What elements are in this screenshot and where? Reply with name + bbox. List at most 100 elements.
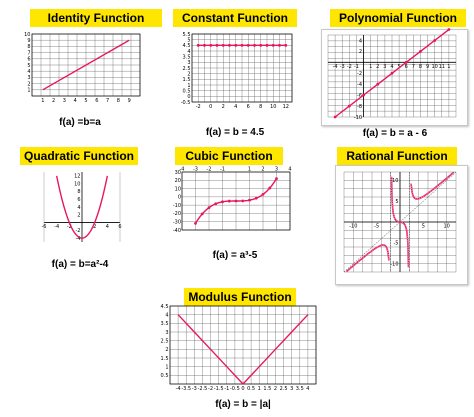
modulus-x-tick-label: -1: [224, 386, 229, 392]
cubic-x-tick-label: -3: [193, 167, 198, 173]
cubic-y-tick-label: -40: [173, 228, 181, 234]
quadratic-x-tick-label: 2: [93, 224, 96, 230]
identity-y-tick-label: 10: [24, 32, 30, 38]
constant-chart: -2 0 2 4 6 8 10 125.554.543.532.521.510.50-0.5: [181, 32, 293, 110]
rational-branch-right-inner: [410, 172, 454, 200]
constant-y-tick-label: 3.5: [183, 54, 191, 60]
constant-y-tick-label: 0.5: [183, 88, 191, 94]
cubic-data-point: [241, 199, 245, 203]
cubic-data-point: [221, 200, 224, 204]
constant-x-tick-label: -2: [196, 104, 201, 110]
polynomial-x-tick-label: 1: [369, 64, 372, 70]
modulus-y-tick-label: 3.5: [161, 321, 169, 327]
quadratic-x-tick-label: 6: [118, 224, 121, 230]
polynomial-x-tick-label: 1: [447, 64, 450, 70]
polynomial-chart: -4 -3 -2 -1 1 2 3 4 5 6 7 8 9 10 11 142-2-4-6-8-10: [327, 28, 457, 121]
modulus-y-tick-label: 4.5: [161, 304, 169, 310]
identity-y-tick-label: 4: [27, 69, 30, 75]
constant-y-tick-label: 4.5: [183, 43, 191, 49]
identity-y-tick-label: 3: [27, 75, 30, 81]
cubic-x-tick-label: 2: [261, 167, 264, 173]
rational-branch-left: [345, 244, 390, 273]
constant-y-tick-label: 5.5: [183, 32, 191, 38]
polynomial-y-tick-label: -4: [357, 82, 362, 88]
cubic-data-point: [200, 212, 204, 216]
polynomial-data-point: [376, 82, 380, 86]
cubic-title: Cubic Function: [175, 147, 283, 165]
identity-y-tick-label: 1: [27, 88, 30, 94]
identity-series-line: [42, 39, 130, 91]
polynomial-x-tick-label: 4: [390, 64, 393, 70]
cubic-y-tick-label: -20: [173, 211, 181, 217]
modulus-x-tick-label: -2: [208, 386, 213, 392]
constant-frame: [191, 33, 293, 103]
constant-title: Constant Function: [173, 9, 297, 27]
identity-x-tick-label: 1: [41, 98, 44, 104]
modulus-x-tick-label: 0: [241, 386, 244, 392]
modulus-chart: -4 -3.5 -3 -2.5 -2 -1.5 -1 -0.5 0 0.5 1 1.5 2 2.5 3 3.5…: [161, 304, 317, 392]
constant-x-tick-label: 0: [209, 104, 212, 110]
modulus-y-tick-label: 1.5: [161, 356, 169, 362]
constant-y-tick-label: 0: [187, 94, 190, 100]
polynomial-y-tick-label: -2: [357, 71, 362, 77]
modulus-y-tick-label: 0.5: [161, 373, 169, 379]
quadratic-y-tick-label: 2: [77, 213, 80, 219]
polynomial-x-tick-label: -2: [347, 64, 352, 70]
modulus-series-line: [177, 314, 309, 386]
identity-x-tick-label: 8: [117, 98, 120, 104]
constant-x-tick-label: 2: [222, 104, 225, 110]
quadratic-y-tick-label: 10: [74, 181, 80, 187]
quadratic-y-tick-label: 4: [77, 205, 80, 211]
identity-y-tick-label: 8: [27, 44, 30, 50]
polynomial-x-tick-label: 7: [412, 64, 415, 70]
modulus-x-tick-label: 1: [258, 386, 261, 392]
cubic-frame: [181, 171, 291, 231]
quadratic-title: Quadratic Function: [20, 147, 138, 165]
cubic-y-tick-label: 30: [175, 170, 181, 176]
quadratic-x-tick-label: -6: [42, 224, 47, 230]
modulus-y-tick-label: 2.5: [161, 338, 169, 344]
cubic-x-tick-label: -1: [220, 167, 225, 173]
polynomial-x-tick-label: -3: [340, 64, 345, 70]
polynomial-x-tick-label: 8: [419, 64, 422, 70]
rational-x-tick-label: 5: [422, 224, 425, 230]
modulus-formula: f(a) = b = |a|: [215, 399, 271, 410]
cubic-x-tick-label: 1: [248, 167, 251, 173]
rational-panel: [335, 165, 468, 285]
polynomial-data-point: [390, 71, 394, 75]
cubic-data-point: [207, 206, 211, 210]
rational-branch-left-inner: [346, 244, 390, 272]
rational-asymptote-diagonal: [343, 171, 457, 273]
polynomial-x-tick-label: 9: [426, 64, 429, 70]
rational-y-tick-label: -5: [394, 241, 399, 247]
modulus-x-tick-label: 0.5: [247, 386, 255, 392]
polynomial-data-point: [362, 93, 365, 97]
modulus-x-tick-label: 2.5: [280, 386, 288, 392]
constant-data-point: [284, 43, 288, 47]
modulus-x-tick-label: -3.5: [181, 386, 191, 392]
cubic-y-tick-label: 10: [175, 186, 181, 192]
rational-y-tick-label: 5: [395, 199, 398, 205]
constant-y-tick-label: 4: [187, 49, 190, 55]
modulus-x-tick-label: -0.5: [230, 386, 240, 392]
constant-data-point: [278, 43, 281, 47]
cubic-y-tick-label: 20: [175, 178, 181, 184]
modulus-y-tick-label: 1: [165, 364, 168, 370]
constant-data-point: [234, 43, 238, 47]
constant-y-tick-label: 2: [187, 71, 190, 77]
rational-y-tick-label: 10: [392, 178, 398, 184]
polynomial-data-point: [433, 39, 437, 42]
constant-data-point: [259, 43, 263, 47]
constant-x-tick-label: 6: [247, 104, 250, 110]
polynomial-y-tick-label: -8: [357, 104, 362, 110]
cubic-x-tick-label: 3: [275, 167, 278, 173]
modulus-y-tick-label: 3: [165, 330, 168, 336]
modulus-x-tick-label: 2: [274, 386, 277, 392]
constant-data-point: [228, 43, 231, 47]
quadratic-formula: f(a) = b=a²-4: [51, 259, 109, 270]
identity-x-tick-label: 5: [84, 98, 87, 104]
polynomial-x-tick-label: 10: [431, 64, 437, 70]
quadratic-y-tick-label: 8: [77, 189, 80, 195]
identity-y-tick-label: 9: [27, 38, 30, 44]
